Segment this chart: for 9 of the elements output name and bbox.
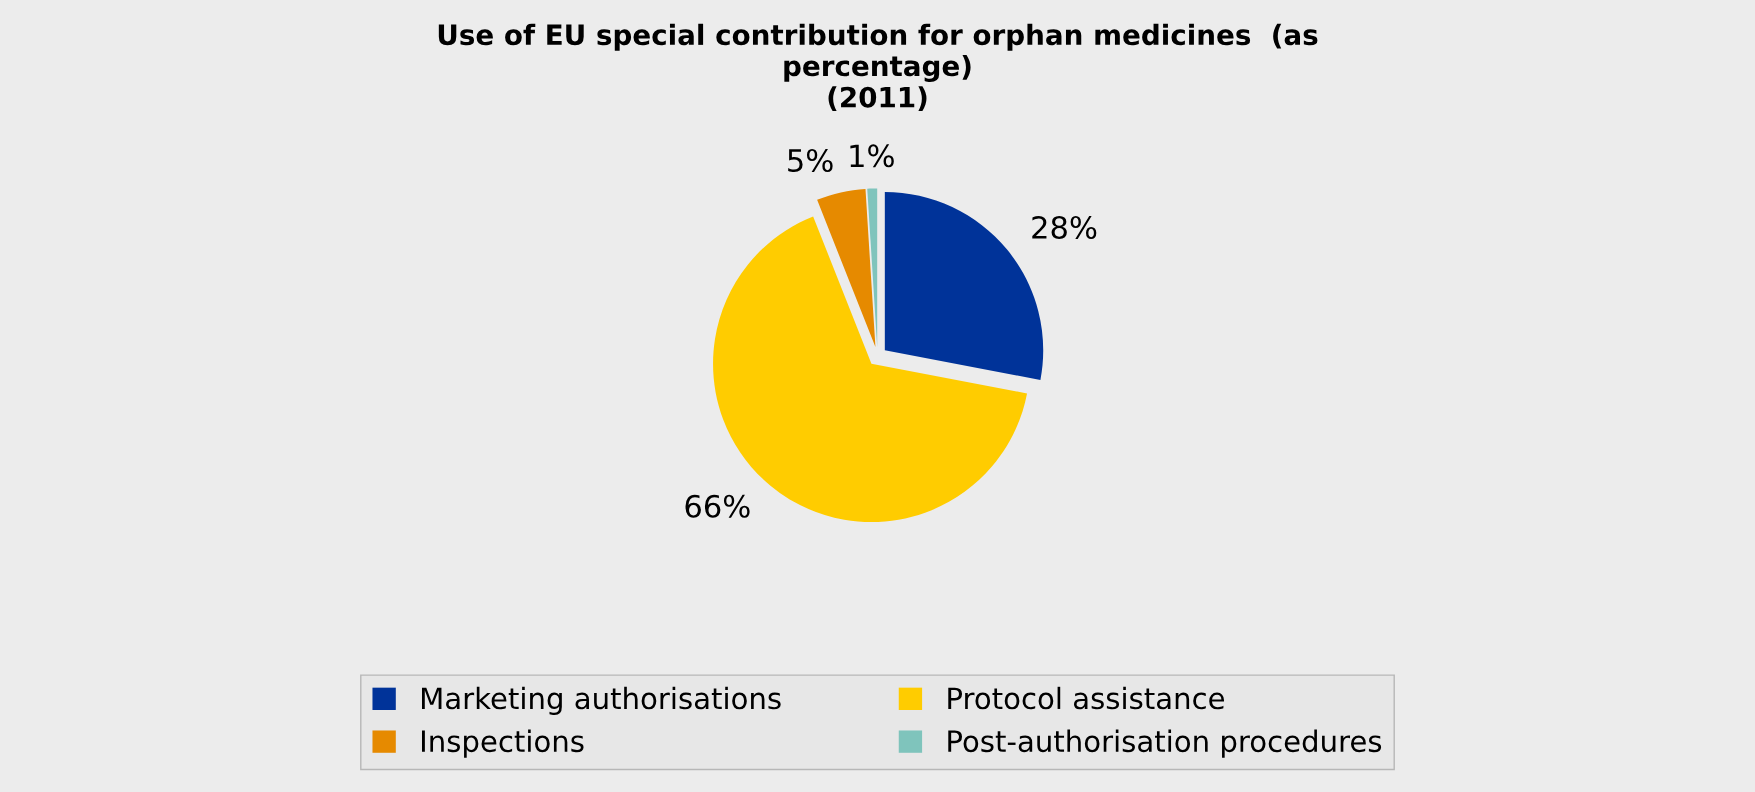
legend-label: Post-authorisation procedures — [948, 729, 1382, 758]
data-label: 66% — [685, 494, 750, 518]
legend-label: Inspections — [422, 729, 584, 758]
legend-label: Protocol assistance — [948, 686, 1225, 710]
data-label: 5% — [788, 148, 833, 173]
data-label: 1% — [850, 144, 894, 168]
chart-title: Use of EU special contribution for orphan medicines (as percentage) (2011) — [438, 23, 1318, 111]
legend-label: Marketing authorisations — [422, 686, 781, 716]
data-label: 28% — [1032, 215, 1097, 240]
